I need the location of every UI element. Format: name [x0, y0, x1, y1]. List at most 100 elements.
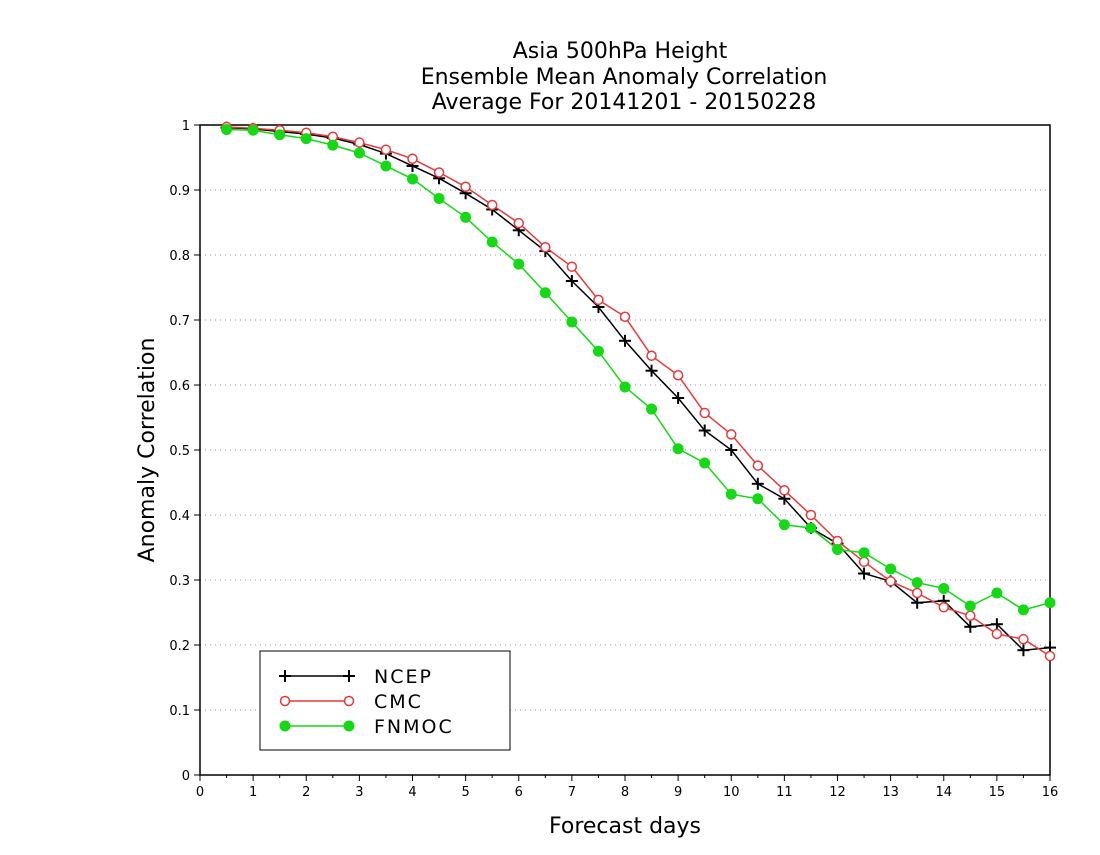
data-point-cmc — [779, 485, 790, 496]
series-fnmoc — [221, 124, 1056, 616]
data-point-cmc — [460, 181, 471, 192]
x-tick-label: 15 — [989, 785, 1006, 800]
data-point-cmc — [885, 576, 896, 587]
legend-label-cmc: CMC — [374, 691, 423, 713]
data-point-fnmoc — [778, 519, 790, 531]
data-point-fnmoc — [539, 287, 551, 299]
data-point-cmc — [354, 137, 365, 148]
data-point-cmc — [858, 556, 870, 568]
legend-item-cmc: CMC — [279, 691, 423, 713]
data-point-fnmoc — [858, 547, 870, 559]
data-point-fnmoc — [646, 403, 658, 415]
legend-marker-fnmoc — [343, 720, 355, 732]
grid-lines — [200, 189, 1050, 711]
x-tick-label: 14 — [935, 785, 952, 800]
data-point-cmc — [965, 610, 976, 621]
y-tick-label: 0.2 — [169, 639, 190, 654]
data-point-ncep — [751, 477, 764, 490]
x-tick-label: 7 — [568, 785, 576, 800]
data-point-fnmoc — [619, 381, 631, 393]
data-point-fnmoc — [486, 236, 498, 248]
chart-title: Asia 500hPa Height Ensemble Mean Anomaly… — [421, 39, 828, 115]
x-tick-label: 13 — [882, 785, 899, 800]
data-point-ncep — [565, 275, 578, 287]
y-tick-label: 1 — [182, 119, 190, 134]
data-point-ncep — [1017, 644, 1030, 657]
series-line-fnmoc — [226, 128, 1051, 611]
legend-marker-cmc — [279, 695, 291, 707]
data-point-fnmoc — [725, 488, 737, 500]
data-point-cmc — [433, 167, 445, 178]
data-point-cmc — [805, 509, 817, 521]
data-point-fnmoc — [513, 258, 525, 270]
data-point-fnmoc — [566, 316, 578, 328]
chart-title-line-2: Ensemble Mean Anomaly Correlation — [421, 65, 828, 90]
data-point-fnmoc — [805, 522, 817, 534]
data-point-cmc — [726, 429, 737, 440]
x-tick-label: 3 — [355, 785, 363, 800]
data-point-fnmoc — [592, 345, 604, 357]
data-point-cmc — [911, 587, 923, 599]
x-tick-label: 6 — [515, 785, 523, 800]
data-point-cmc — [646, 350, 657, 361]
legend-marker-cmc — [343, 695, 355, 707]
data-point-fnmoc — [407, 173, 418, 185]
data-point-cmc — [1044, 650, 1056, 662]
y-tick-label: 0.4 — [169, 509, 190, 524]
y-tick-label: 0.8 — [169, 249, 190, 264]
data-point-cmc — [486, 199, 498, 211]
data-point-fnmoc — [380, 160, 392, 172]
data-point-cmc — [566, 261, 578, 272]
series-line-ncep — [226, 126, 1051, 651]
x-tick-label: 1 — [249, 785, 257, 800]
data-point-fnmoc — [221, 124, 233, 136]
y-tick-label: 0.9 — [169, 184, 190, 199]
data-point-fnmoc — [433, 192, 445, 204]
data-point-fnmoc — [327, 139, 339, 151]
data-point-fnmoc — [300, 133, 312, 145]
data-point-cmc — [619, 311, 631, 322]
x-tick-label: 0 — [196, 785, 204, 800]
legend-marker-fnmoc — [279, 720, 291, 732]
legend-label-fnmoc: FNMOC — [374, 716, 454, 738]
series-cmc — [221, 121, 1056, 662]
legend-label-ncep: NCEP — [374, 666, 433, 688]
x-axis-label: Forecast days — [549, 814, 701, 839]
x-tick-label: 16 — [1042, 785, 1059, 800]
data-point-ncep — [964, 620, 977, 633]
y-tick-label: 0.1 — [169, 704, 190, 719]
data-point-fnmoc — [991, 587, 1003, 599]
data-point-fnmoc — [964, 600, 976, 612]
x-tick-label: 11 — [776, 785, 793, 800]
axis-ticks: 00.10.20.30.40.50.60.70.80.910 1 2 3 4 5 6 7 8 9 1… — [169, 119, 1058, 800]
data-point-cmc — [380, 144, 392, 155]
data-point-ncep — [725, 444, 738, 456]
x-tick-label: 8 — [621, 785, 629, 800]
legend-marker-ncep — [279, 670, 291, 682]
data-point-cmc — [991, 628, 1003, 640]
data-point-fnmoc — [353, 147, 365, 159]
chart-title-line-1: Asia 500hPa Height — [513, 39, 728, 64]
data-point-cmc — [938, 602, 949, 613]
series-layer — [220, 121, 1056, 662]
data-point-fnmoc — [699, 457, 711, 469]
series-line-cmc — [226, 126, 1051, 657]
chart-title-line-3: Average For 20141201 - 20150228 — [432, 90, 817, 115]
legend-item-fnmoc: FNMOC — [279, 716, 454, 738]
data-point-cmc — [407, 153, 418, 165]
data-point-cmc — [593, 294, 604, 306]
legend-marker-ncep — [343, 670, 355, 682]
x-tick-label: 5 — [461, 785, 469, 800]
data-point-fnmoc — [832, 543, 843, 555]
y-tick-label: 0.3 — [169, 574, 190, 589]
data-point-cmc — [513, 217, 524, 229]
data-point-fnmoc — [672, 443, 684, 455]
data-point-fnmoc — [752, 493, 764, 505]
legend: NCEP CMC FNMOC — [259, 650, 511, 751]
plot-area-frame — [199, 124, 1051, 776]
data-point-cmc — [1018, 633, 1029, 645]
data-point-fnmoc — [460, 211, 472, 223]
data-point-fnmoc — [938, 582, 950, 594]
x-tick-label: 4 — [408, 785, 416, 800]
